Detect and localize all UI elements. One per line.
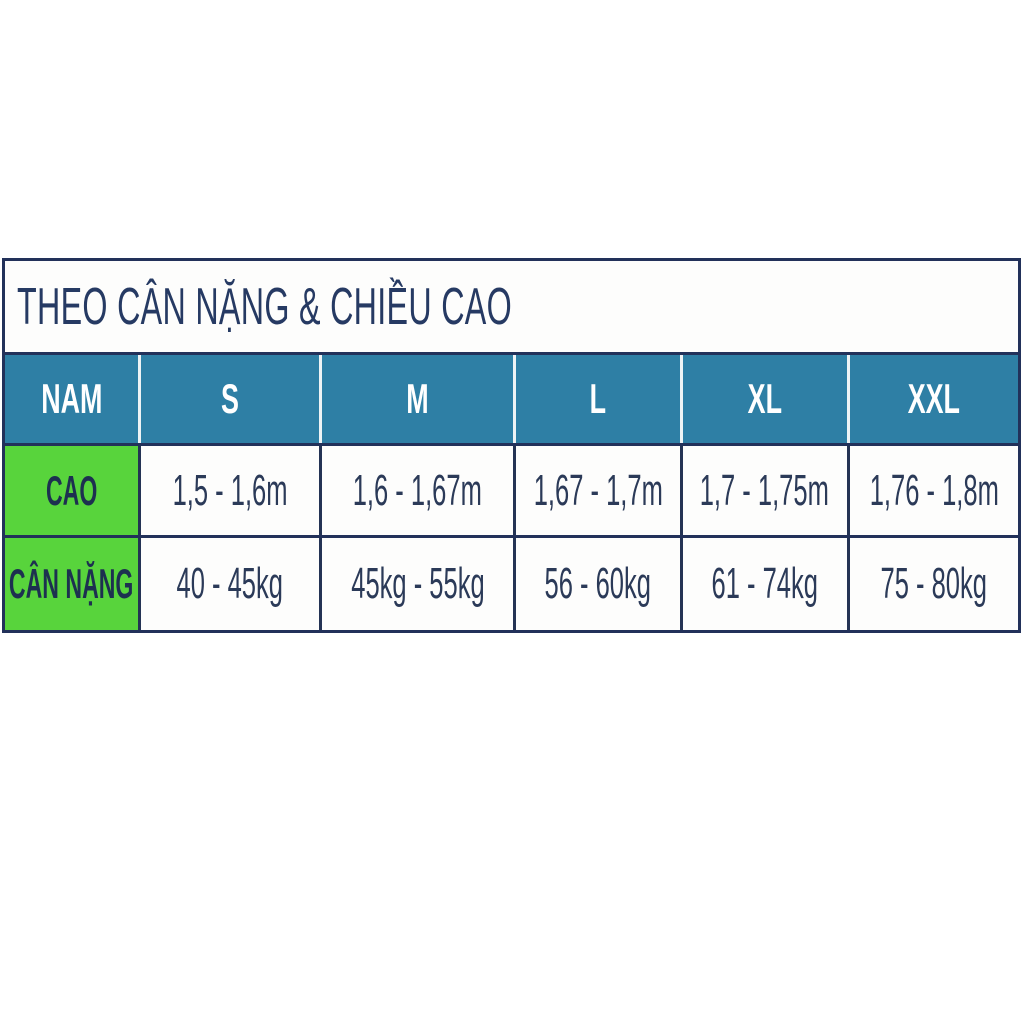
weight-m-cell: 45kg - 55kg — [319, 538, 513, 630]
table-row-height: CAO 1,5 - 1,6m 1,6 - 1,67m 1,67 - 1,7m 1… — [5, 446, 1018, 538]
height-xxl-cell: 1,76 - 1,8m — [846, 446, 1018, 535]
header-label: XL — [747, 375, 782, 422]
cell-value: 56 - 60kg — [544, 559, 652, 608]
header-cell-xl: XL — [679, 355, 847, 443]
cell-value: 61 - 74kg — [711, 559, 818, 608]
row-label: CAO — [45, 466, 98, 514]
header-cell-l: L — [513, 355, 679, 443]
header-label: S — [220, 375, 239, 422]
row-label: CÂN NẶNG — [9, 560, 134, 607]
header-cell-xxl: XXL — [846, 355, 1018, 443]
weight-xxl-cell: 75 - 80kg — [846, 538, 1018, 630]
header-label: L — [589, 375, 607, 422]
row-label-can-nang: CÂN NẶNG — [5, 538, 138, 630]
weight-xl-cell: 61 - 74kg — [679, 538, 847, 630]
table-row-weight: CÂN NẶNG 40 - 45kg 45kg - 55kg 56 - 60kg… — [5, 538, 1018, 630]
cell-value: 45kg - 55kg — [351, 559, 485, 608]
header-cell-m: M — [319, 355, 513, 443]
height-xl-cell: 1,7 - 1,75m — [679, 446, 847, 535]
header-label: M — [406, 375, 429, 422]
row-label-cao: CAO — [5, 446, 138, 535]
header-row: NAM S M L XL XXL — [5, 355, 1018, 446]
height-m-cell: 1,6 - 1,67m — [319, 446, 513, 535]
cell-value: 1,6 - 1,67m — [353, 465, 483, 515]
cell-value: 1,5 - 1,6m — [172, 465, 288, 515]
height-s-cell: 1,5 - 1,6m — [137, 446, 319, 535]
header-label: XXL — [907, 375, 960, 422]
cell-value: 1,67 - 1,7m — [533, 465, 663, 515]
chart-title: THEO CÂN NẶNG & CHIỀU CAO — [17, 277, 512, 336]
header-cell-s: S — [137, 355, 319, 443]
cell-value: 75 - 80kg — [880, 559, 988, 608]
size-chart-table: THEO CÂN NẶNG & CHIỀU CAO NAM S M L XL X… — [2, 258, 1021, 633]
header-label: NAM — [40, 375, 102, 422]
header-cell-nam: NAM — [5, 355, 138, 443]
height-l-cell: 1,67 - 1,7m — [513, 446, 679, 535]
chart-title-bar: THEO CÂN NẶNG & CHIỀU CAO — [5, 261, 1018, 355]
weight-s-cell: 40 - 45kg — [137, 538, 319, 630]
cell-value: 40 - 45kg — [176, 559, 284, 608]
cell-value: 1,76 - 1,8m — [869, 465, 999, 515]
weight-l-cell: 56 - 60kg — [513, 538, 679, 630]
cell-value: 1,7 - 1,75m — [700, 465, 830, 515]
